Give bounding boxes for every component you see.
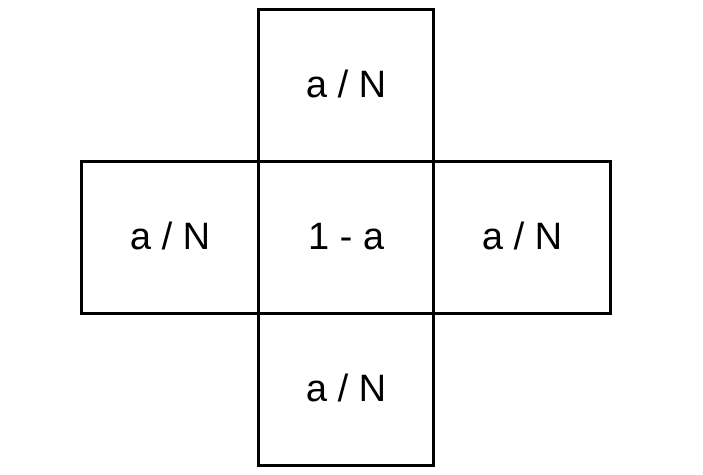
cell-top: a / N: [257, 8, 435, 163]
cell-bottom: a / N: [257, 312, 435, 467]
cell-center-label: 1 - a: [307, 216, 385, 258]
cell-top-label: a / N: [305, 64, 387, 106]
cell-right-label: a / N: [481, 216, 563, 258]
cell-left-label: a / N: [129, 216, 211, 258]
cell-bottom-label: a / N: [305, 368, 387, 410]
cell-left: a / N: [80, 160, 260, 315]
cell-right: a / N: [432, 160, 612, 315]
cell-center: 1 - a: [257, 160, 435, 315]
